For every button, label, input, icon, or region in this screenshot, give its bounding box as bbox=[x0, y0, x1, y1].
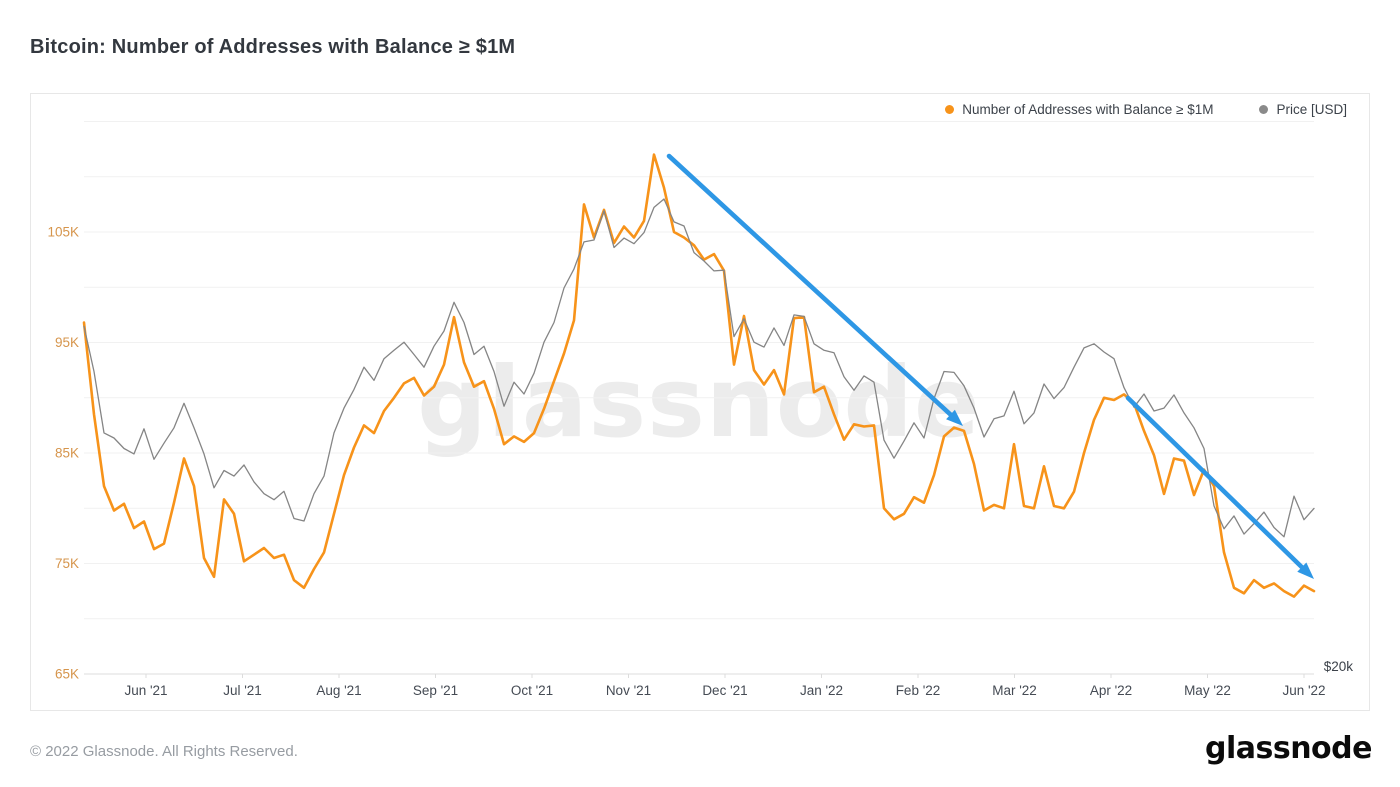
page-title: Bitcoin: Number of Addresses with Balanc… bbox=[30, 36, 516, 58]
legend-item-price[interactable]: Price [USD] bbox=[1259, 102, 1347, 117]
legend-label-addresses: Number of Addresses with Balance ≥ $1M bbox=[962, 102, 1214, 117]
x-axis-label: Dec '21 bbox=[702, 683, 747, 698]
x-axis-label: Jan '22 bbox=[800, 683, 843, 698]
x-axis-label: Apr '22 bbox=[1090, 683, 1132, 698]
orange-dot-icon bbox=[945, 105, 955, 114]
x-axis-label: Oct '21 bbox=[511, 683, 553, 698]
chart-card: glassnode Jun '21 Jul '21 Aug '21 Sep '21 Oc… bbox=[30, 93, 1370, 711]
x-axis-label: Aug '21 bbox=[316, 683, 361, 698]
y-axis-label: 105K bbox=[47, 225, 79, 240]
y-axis-label: 95K bbox=[55, 335, 79, 350]
x-axis-label: May '22 bbox=[1184, 683, 1231, 698]
trend-arrow bbox=[1125, 395, 1307, 572]
right-axis-label: $20k bbox=[1324, 659, 1354, 674]
trend-arrowhead-icon bbox=[946, 409, 963, 426]
trend-arrowhead-icon bbox=[1297, 562, 1314, 579]
x-axis-label: Jul '21 bbox=[223, 683, 262, 698]
y-axis-label: 75K bbox=[55, 556, 79, 571]
x-axis-label: Mar '22 bbox=[992, 683, 1037, 698]
x-axis-label: Jun '22 bbox=[1282, 683, 1325, 698]
y-axis-label: 85K bbox=[55, 446, 79, 461]
x-axis-label: Feb '22 bbox=[896, 683, 941, 698]
x-axis-label: Sep '21 bbox=[413, 683, 458, 698]
chart-plot-area[interactable]: Jun '21 Jul '21 Aug '21 Sep '21 Oct '21 Nov '… bbox=[31, 94, 1369, 710]
addresses-line bbox=[82, 153, 1316, 598]
y-axis-label: 65K bbox=[55, 667, 79, 682]
legend-label-price: Price [USD] bbox=[1276, 102, 1347, 117]
price-line bbox=[83, 198, 1315, 538]
legend-item-addresses[interactable]: Number of Addresses with Balance ≥ $1M bbox=[945, 102, 1213, 117]
glassnode-logo[interactable]: glassnode bbox=[1204, 731, 1373, 766]
x-axis-label: Nov '21 bbox=[606, 683, 651, 698]
chart-legend: Number of Addresses with Balance ≥ $1M P… bbox=[945, 102, 1347, 117]
gray-dot-icon bbox=[1259, 105, 1269, 114]
copyright-text: © 2022 Glassnode. All Rights Reserved. bbox=[30, 743, 298, 760]
x-axis-label: Jun '21 bbox=[124, 683, 167, 698]
trend-arrow bbox=[666, 153, 955, 419]
